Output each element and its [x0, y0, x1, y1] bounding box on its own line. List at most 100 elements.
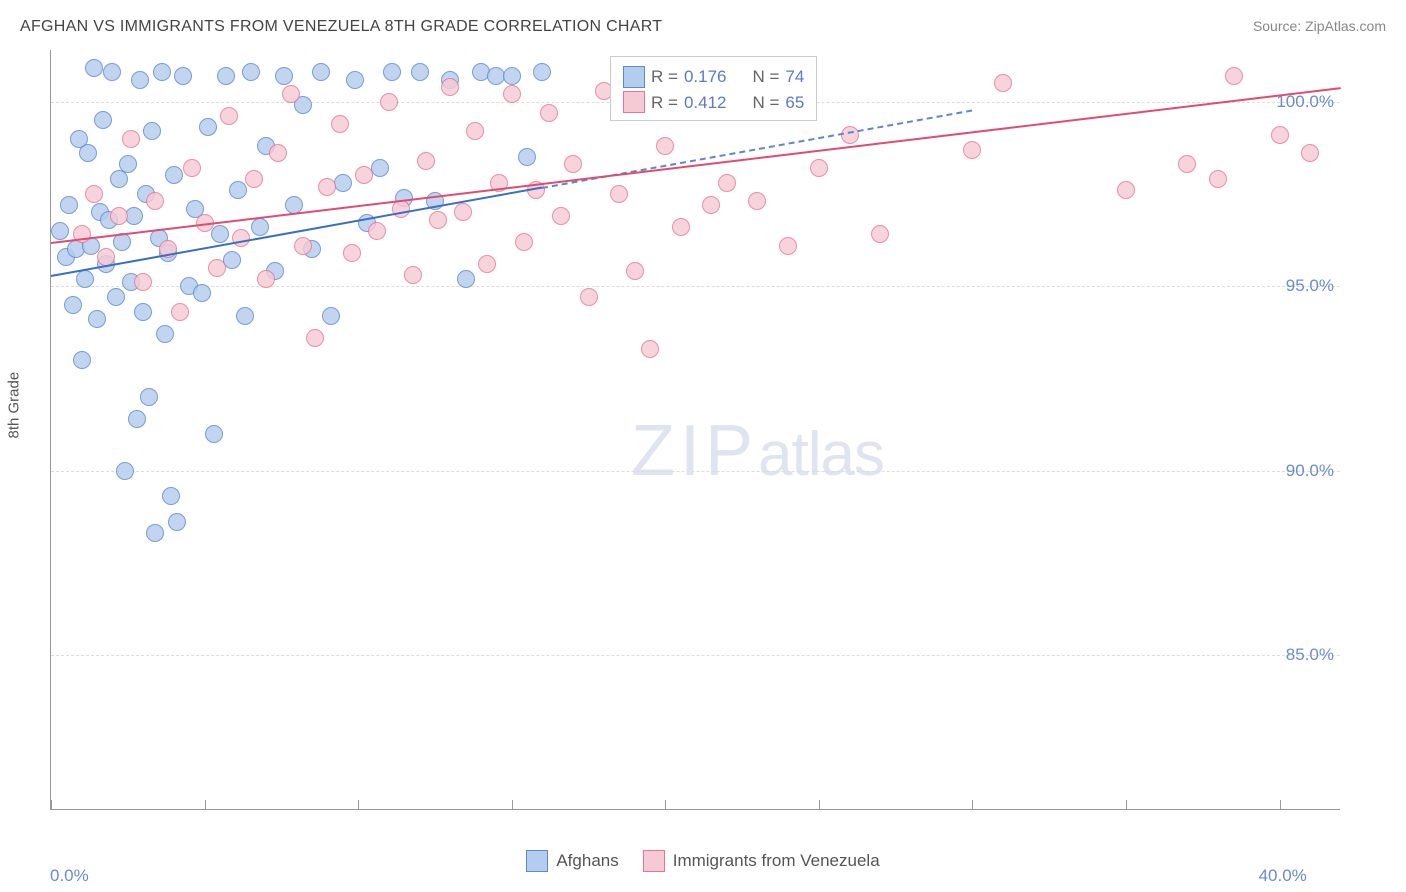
data-point — [232, 229, 250, 247]
data-point — [220, 107, 238, 125]
data-point — [146, 192, 164, 210]
data-point — [193, 284, 211, 302]
data-point — [73, 351, 91, 369]
data-point — [417, 152, 435, 170]
data-point — [107, 288, 125, 306]
data-point — [429, 211, 447, 229]
data-point — [269, 144, 287, 162]
data-point — [85, 185, 103, 203]
legend-swatch — [526, 850, 548, 872]
data-point — [478, 255, 496, 273]
data-point — [110, 207, 128, 225]
data-point — [183, 159, 201, 177]
data-point — [518, 148, 536, 166]
data-point — [140, 388, 158, 406]
data-point — [199, 118, 217, 136]
data-point — [515, 233, 533, 251]
watermark-atlas: atlas — [758, 420, 884, 489]
data-point — [294, 237, 312, 255]
data-point — [533, 63, 551, 81]
data-point — [810, 159, 828, 177]
chart-title: AFGHAN VS IMMIGRANTS FROM VENEZUELA 8TH … — [20, 18, 662, 36]
data-point — [343, 244, 361, 262]
data-point — [245, 170, 263, 188]
data-point — [779, 237, 797, 255]
data-point — [312, 63, 330, 81]
data-point — [128, 410, 146, 428]
data-point — [229, 181, 247, 199]
data-point — [88, 310, 106, 328]
data-point — [236, 307, 254, 325]
data-point — [146, 524, 164, 542]
data-point — [251, 218, 269, 236]
data-point — [257, 270, 275, 288]
data-point — [94, 111, 112, 129]
data-point — [64, 296, 82, 314]
data-point — [162, 487, 180, 505]
legend-swatch — [643, 850, 665, 872]
data-point — [610, 185, 628, 203]
data-point — [564, 155, 582, 173]
legend-r-text: R = — [651, 90, 678, 116]
legend-item: Immigrants from Venezuela — [643, 850, 880, 872]
data-point — [211, 225, 229, 243]
x-tick-label: 40.0% — [1259, 866, 1307, 886]
data-point — [275, 67, 293, 85]
grid-line — [51, 471, 1340, 472]
data-point — [672, 218, 690, 236]
data-point — [165, 166, 183, 184]
data-point — [153, 63, 171, 81]
data-point — [51, 222, 69, 240]
y-tick-label: 85.0% — [1286, 645, 1334, 665]
data-point — [718, 174, 736, 192]
source-label: Source: ZipAtlas.com — [1253, 18, 1386, 34]
data-point — [208, 259, 226, 277]
legend-label: Afghans — [556, 851, 618, 871]
data-point — [380, 93, 398, 111]
data-point — [748, 192, 766, 210]
data-point — [457, 270, 475, 288]
data-point — [119, 155, 137, 173]
data-point — [331, 115, 349, 133]
x-tick — [1126, 800, 1127, 810]
data-point — [122, 130, 140, 148]
data-point — [355, 166, 373, 184]
data-point — [1301, 144, 1319, 162]
data-point — [174, 67, 192, 85]
legend-label: Immigrants from Venezuela — [673, 851, 880, 871]
data-point — [383, 63, 401, 81]
data-point — [411, 63, 429, 81]
data-point — [1209, 170, 1227, 188]
legend-r-value: 0.412 — [684, 90, 727, 116]
data-point — [404, 266, 422, 284]
x-tick — [1280, 800, 1281, 810]
data-point — [994, 74, 1012, 92]
data-point — [841, 126, 859, 144]
plot-area: ZIPatlas 85.0%90.0%95.0%100.0% — [50, 50, 1340, 810]
data-point — [503, 85, 521, 103]
data-point — [217, 67, 235, 85]
x-tick-label: 0.0% — [50, 866, 89, 886]
legend-r-value: 0.176 — [684, 64, 727, 90]
legend-n-value: 74 — [785, 64, 804, 90]
data-point — [322, 307, 340, 325]
data-point — [103, 63, 121, 81]
legend-swatch — [623, 91, 645, 113]
data-point — [346, 71, 364, 89]
data-point — [125, 207, 143, 225]
data-point — [79, 144, 97, 162]
data-point — [85, 59, 103, 77]
data-point — [454, 203, 472, 221]
data-point — [143, 122, 161, 140]
legend-r-text: R = — [651, 64, 678, 90]
data-point — [156, 325, 174, 343]
legend-n-text: N = — [752, 90, 779, 116]
data-point — [76, 270, 94, 288]
x-tick — [358, 800, 359, 810]
data-point — [134, 273, 152, 291]
y-tick-label: 95.0% — [1286, 276, 1334, 296]
data-point — [168, 513, 186, 531]
data-point — [1178, 155, 1196, 173]
data-point — [334, 174, 352, 192]
data-point — [223, 251, 241, 269]
